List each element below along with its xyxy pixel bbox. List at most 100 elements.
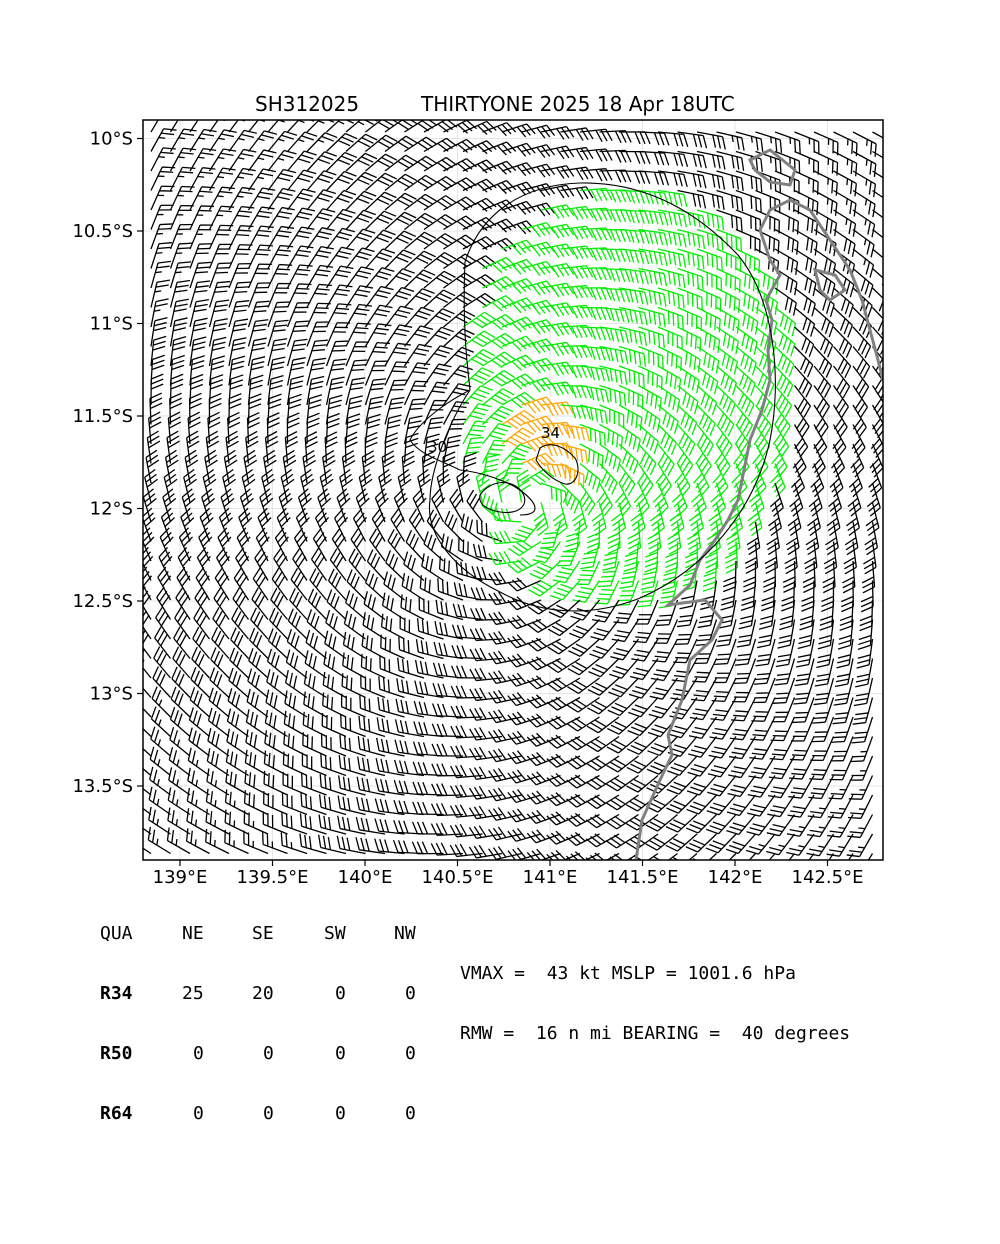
wind-barb	[305, 432, 317, 464]
wind-barb	[171, 262, 192, 288]
y-tick-label: 13.5°S	[72, 776, 133, 797]
wind-barb	[490, 531, 522, 544]
wind-barb	[366, 249, 395, 269]
contour-label-34: 34	[541, 424, 560, 442]
wind-barb	[795, 288, 816, 316]
wind-barb	[658, 152, 687, 167]
wind-barb	[775, 132, 800, 154]
wind-barb	[489, 631, 522, 644]
wind-barb	[708, 756, 736, 777]
table-cell: 25	[182, 984, 204, 1004]
wind-barb	[736, 132, 763, 152]
wind-barb	[852, 717, 873, 743]
wind-barb	[736, 347, 756, 376]
wind-barb	[307, 340, 328, 366]
wind-barb	[151, 243, 172, 269]
wind-barb	[489, 729, 522, 742]
wind-barb	[678, 269, 704, 290]
wind-barb	[366, 361, 389, 385]
wind-barb	[244, 450, 257, 483]
wind-barb	[463, 453, 477, 483]
wind-barb	[483, 315, 516, 330]
wind-barb	[190, 244, 212, 269]
wind-barb	[634, 483, 649, 516]
wind-barb	[405, 270, 436, 288]
wind-barb	[814, 308, 833, 338]
wind-barb	[175, 607, 190, 639]
wind-barb	[155, 627, 171, 659]
wind-barb	[775, 308, 796, 336]
wind-barb	[541, 244, 574, 258]
wind-barb	[195, 587, 210, 619]
wind-barb	[232, 608, 249, 639]
wind-barb	[375, 489, 388, 522]
wind-barb	[325, 432, 337, 464]
wind-barb	[834, 347, 851, 378]
wind-barb	[853, 230, 874, 258]
wind-barb	[391, 509, 405, 542]
wind-barb	[728, 756, 755, 778]
wind-barb	[263, 831, 288, 853]
wind-barb	[561, 246, 593, 259]
wind-barb	[489, 847, 522, 860]
wind-barb	[418, 618, 444, 639]
wind-barb	[541, 323, 574, 337]
wind-barb	[812, 698, 833, 724]
wind-barb	[174, 627, 190, 659]
wind-barb	[589, 639, 619, 658]
wind-barb	[229, 149, 256, 171]
wind-barb	[463, 312, 495, 328]
y-tick-label: 11°S	[90, 314, 133, 335]
wind-barb	[320, 470, 333, 503]
wind-barb	[630, 659, 658, 680]
wind-barb	[470, 727, 502, 740]
wind-barb	[483, 296, 516, 311]
wind-barb	[365, 432, 377, 463]
wind-barb	[380, 656, 405, 678]
wind-barb	[541, 205, 574, 219]
wind-barb	[285, 432, 297, 464]
wind-barb	[775, 288, 796, 316]
wind-barb	[602, 542, 619, 571]
wind-barb	[774, 659, 794, 685]
wind-barb	[648, 522, 661, 554]
wind-barb	[424, 309, 455, 327]
wind-barb	[639, 425, 659, 454]
wind-barb	[694, 639, 717, 663]
wind-barb	[594, 581, 619, 604]
wind-barb	[541, 146, 574, 159]
wind-barb	[210, 111, 238, 132]
wind-barb	[320, 794, 346, 814]
wind-barb	[528, 600, 561, 614]
wind-barb	[606, 795, 638, 810]
wind-barb	[508, 828, 541, 841]
wind-barb	[291, 568, 307, 600]
wind-barbs	[129, 110, 895, 876]
wind-barb	[452, 645, 483, 658]
wind-barb	[580, 268, 611, 280]
table-cell: 0	[263, 1104, 274, 1124]
wind-barb	[300, 833, 327, 853]
wind-barb	[366, 211, 396, 229]
wind-barb	[483, 238, 516, 251]
wind-barb	[227, 729, 249, 756]
wind-barb	[346, 134, 377, 151]
wind-barb	[809, 756, 833, 779]
wind-barb	[366, 135, 398, 151]
wind-barb	[667, 776, 697, 795]
wind-barb	[302, 773, 327, 795]
wind-barb	[281, 832, 307, 853]
wind-barb	[346, 191, 376, 210]
wind-barb	[444, 273, 476, 288]
wind-barb	[866, 503, 879, 536]
chart-title-left: SH312025	[255, 92, 359, 116]
wind-barb	[567, 698, 599, 713]
wind-barb	[775, 366, 793, 397]
wind-barb	[735, 639, 755, 665]
wind-barb	[229, 282, 251, 307]
wind-barb	[190, 687, 209, 717]
wind-barb	[508, 848, 541, 861]
wind-barb	[767, 522, 780, 555]
wind-barb	[288, 170, 317, 190]
wind-barb	[853, 249, 873, 278]
